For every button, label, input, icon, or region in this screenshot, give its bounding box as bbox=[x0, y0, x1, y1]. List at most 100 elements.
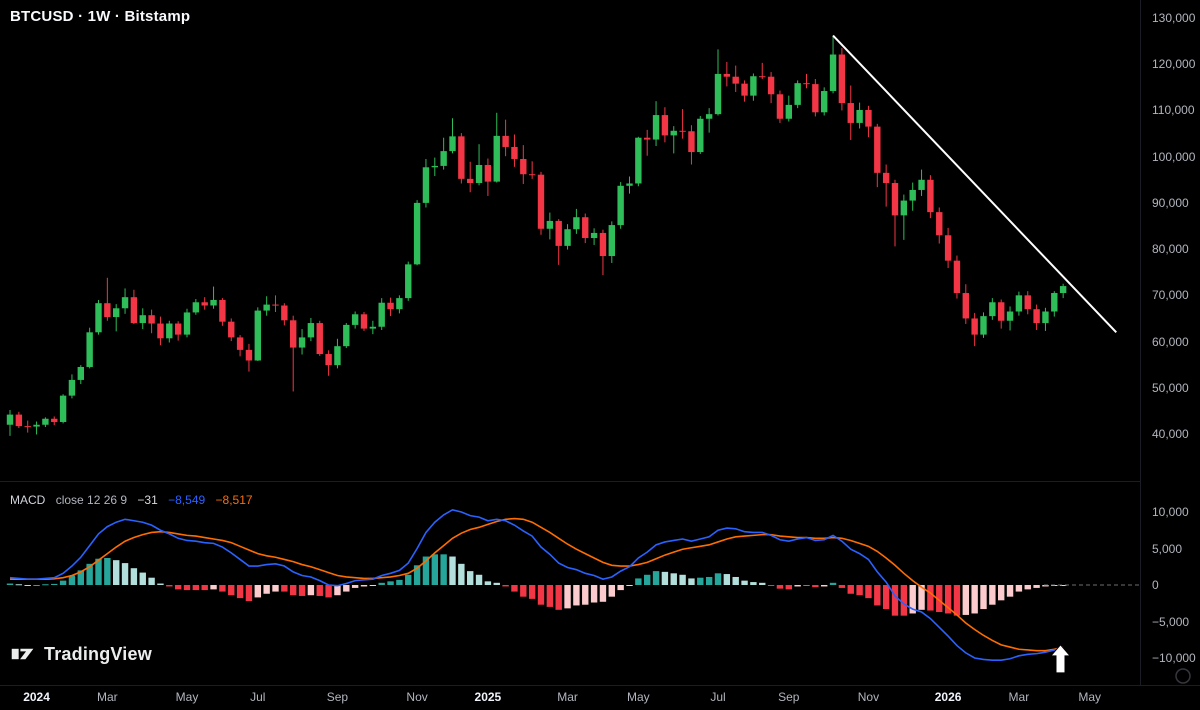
arrow-up-marker-drawing[interactable] bbox=[1049, 644, 1072, 674]
hist-bar bbox=[794, 585, 801, 587]
hist-bar bbox=[1059, 585, 1067, 586]
hist-bar bbox=[449, 556, 456, 585]
candle-body bbox=[413, 202, 421, 265]
hist-bar bbox=[59, 580, 67, 585]
candle-body bbox=[821, 91, 828, 113]
hist-bar bbox=[201, 585, 208, 591]
candle-body bbox=[838, 54, 846, 104]
candle-body bbox=[661, 115, 669, 136]
candle-body bbox=[272, 304, 279, 306]
hist-bar bbox=[998, 585, 1005, 601]
macd-indicator-name: MACD bbox=[10, 493, 46, 507]
hist-bar bbox=[42, 584, 49, 586]
status-circle-icon[interactable] bbox=[1175, 668, 1191, 684]
hist-bar bbox=[219, 585, 226, 592]
candle-body bbox=[15, 414, 23, 427]
candle-body bbox=[351, 314, 359, 325]
hist-bar bbox=[599, 585, 607, 602]
hist-bar bbox=[33, 585, 40, 586]
candle-body bbox=[573, 217, 580, 230]
candle-body bbox=[290, 320, 297, 348]
candle-body bbox=[396, 298, 403, 310]
symbol-title[interactable]: BTCUSD · 1W · Bitstamp bbox=[10, 8, 191, 25]
trendline-drawing[interactable] bbox=[832, 34, 1117, 334]
hist-bar bbox=[750, 582, 757, 585]
hist-bar bbox=[51, 583, 58, 585]
hist-bar bbox=[458, 563, 465, 585]
candle-body bbox=[528, 174, 536, 176]
candle-body bbox=[166, 323, 173, 339]
candle-body bbox=[511, 146, 518, 159]
candle-body bbox=[989, 302, 996, 317]
hist-bar bbox=[626, 585, 633, 586]
macd-indicator-label[interactable]: MACD close 12 26 9 −31 −8,549 −8,517 bbox=[10, 493, 260, 507]
hist-bar bbox=[785, 585, 792, 590]
hist-bar bbox=[537, 585, 545, 605]
macd-signal-line bbox=[10, 517, 1064, 652]
price-tick-label: 90,000 bbox=[1152, 195, 1189, 210]
hist-bar bbox=[776, 585, 784, 589]
macd-line-value: −8,549 bbox=[168, 493, 206, 507]
hist-bar bbox=[502, 585, 509, 587]
hist-bar bbox=[95, 558, 102, 585]
hist-bar bbox=[15, 584, 23, 586]
candle-body bbox=[387, 302, 394, 310]
candle-body bbox=[582, 217, 589, 239]
candle-body bbox=[644, 137, 651, 140]
hist-bar bbox=[192, 585, 200, 591]
hist-bar bbox=[962, 585, 969, 615]
hist-bar bbox=[582, 585, 589, 605]
price-axis[interactable]: 130,000 120,000 110,000 100,000 90,000 80,000… bbox=[1140, 0, 1200, 685]
hist-bar bbox=[422, 556, 430, 585]
time-tick-label: May bbox=[627, 690, 650, 704]
candle-body bbox=[882, 172, 890, 184]
hist-bar bbox=[865, 585, 872, 599]
price-tick-label: 110,000 bbox=[1152, 103, 1195, 118]
hist-bar bbox=[121, 563, 129, 585]
candle-body bbox=[104, 303, 111, 318]
hist-bar bbox=[210, 585, 217, 590]
time-tick-label: Jul bbox=[710, 690, 726, 704]
candle-body bbox=[343, 324, 350, 347]
candle-body bbox=[405, 264, 412, 299]
hist-bar bbox=[555, 585, 562, 610]
candle-body bbox=[944, 235, 952, 261]
hist-bar bbox=[405, 574, 412, 585]
candle-body bbox=[236, 337, 244, 350]
candle-body bbox=[431, 165, 438, 168]
price-tick-label: 80,000 bbox=[1152, 242, 1189, 257]
macd-tick-label: −5,000 bbox=[1152, 614, 1190, 629]
hist-bar bbox=[166, 585, 173, 587]
candle-body bbox=[750, 76, 757, 96]
macd-indicator-axis[interactable]: 10,000 5,000 0 −5,000 −10,000 bbox=[1140, 0, 1200, 685]
hist-bar bbox=[803, 585, 810, 586]
candle-body bbox=[927, 179, 934, 213]
tradingview-logo[interactable]: TradingView bbox=[10, 642, 152, 666]
hist-bar bbox=[467, 571, 474, 585]
candle-body bbox=[794, 83, 801, 105]
candle-body bbox=[767, 76, 775, 95]
hist-bar bbox=[652, 571, 660, 585]
candle-body bbox=[1024, 295, 1031, 310]
hist-bar bbox=[705, 576, 713, 585]
hist-bar bbox=[316, 585, 323, 596]
candle-body bbox=[865, 109, 872, 127]
hist-bar bbox=[431, 554, 438, 585]
hist-bar bbox=[927, 585, 934, 611]
candle-body bbox=[635, 137, 642, 184]
macd-line bbox=[9, 508, 1064, 661]
macd-tick-label: 0 bbox=[1152, 578, 1159, 592]
hist-bar bbox=[130, 568, 138, 585]
candle-body bbox=[1015, 295, 1023, 312]
candle-body bbox=[847, 103, 854, 123]
hist-bar bbox=[767, 585, 775, 586]
candle-body bbox=[599, 232, 607, 257]
candle-body bbox=[422, 167, 430, 203]
candle-body bbox=[130, 297, 138, 324]
candle-body bbox=[183, 312, 191, 335]
time-axis[interactable]: 2024 Mar May Jul Sep Nov 2025 Mar May Jul Sep Nov 20… bbox=[0, 685, 1140, 710]
candle-body bbox=[918, 179, 925, 190]
hist-bar bbox=[546, 585, 554, 607]
hist-bar bbox=[281, 585, 288, 592]
